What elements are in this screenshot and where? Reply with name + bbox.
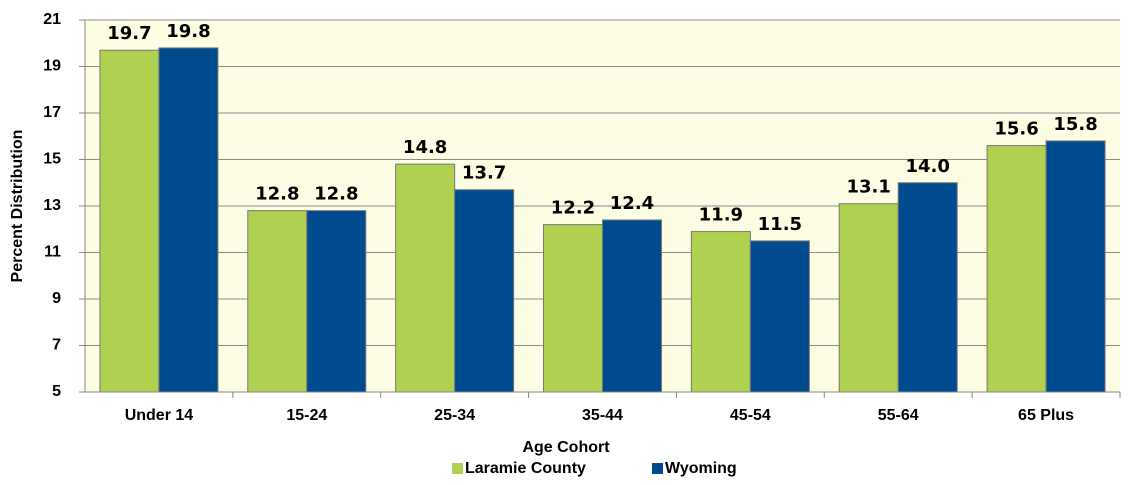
bar — [690, 231, 751, 393]
data-label: 14.8 — [403, 137, 447, 158]
bar — [897, 182, 958, 393]
data-label: 13.7 — [462, 163, 506, 184]
legend-label: Laramie County — [465, 460, 586, 477]
bar — [158, 47, 219, 393]
bar — [247, 210, 308, 393]
data-label: 12.4 — [610, 193, 654, 214]
data-label: 14.0 — [906, 156, 950, 177]
data-label: 19.8 — [166, 21, 210, 42]
y-tick-label: 19 — [43, 58, 61, 75]
y-tick-label: 7 — [52, 337, 61, 354]
bar — [543, 224, 603, 393]
y-tick-label: 11 — [44, 244, 61, 261]
bar — [306, 210, 367, 393]
x-tick-label: 55-64 — [878, 407, 919, 424]
data-label: 15.6 — [994, 119, 1038, 140]
data-label: 12.2 — [551, 198, 595, 219]
y-axis-title: Percent Distribution — [9, 130, 26, 283]
legend-swatch — [652, 463, 663, 474]
x-tick-label: 65 Plus — [1018, 407, 1074, 424]
bar — [602, 219, 662, 393]
bar — [99, 49, 160, 393]
data-label: 13.1 — [847, 177, 891, 198]
x-axis-title: Age Cohort — [522, 439, 610, 456]
data-label: 12.8 — [255, 184, 299, 205]
x-tick-label: 15-24 — [286, 407, 327, 424]
x-tick-label: Under 14 — [125, 407, 194, 424]
bar — [1045, 140, 1106, 393]
data-label: 11.9 — [699, 205, 743, 226]
legend-swatch — [452, 463, 463, 474]
bar — [838, 203, 899, 393]
y-tick-label: 13 — [43, 197, 61, 214]
y-tick-label: 15 — [43, 151, 61, 168]
bar — [986, 145, 1047, 393]
bar — [749, 240, 810, 393]
x-tick-label: 45-54 — [730, 407, 771, 424]
bar — [454, 189, 515, 393]
x-tick-label: 35-44 — [582, 407, 623, 424]
bar — [395, 163, 456, 393]
y-tick-label: 9 — [52, 290, 61, 307]
data-label: 19.7 — [107, 23, 151, 44]
y-tick-label: 21 — [43, 11, 61, 28]
data-label: 12.8 — [314, 184, 358, 205]
legend-label: Wyoming — [665, 460, 737, 477]
data-label: 15.8 — [1053, 114, 1097, 135]
x-tick-label: 25-34 — [434, 407, 475, 424]
y-tick-label: 5 — [52, 383, 61, 400]
data-label: 11.5 — [758, 214, 802, 235]
y-tick-label: 17 — [43, 104, 61, 121]
